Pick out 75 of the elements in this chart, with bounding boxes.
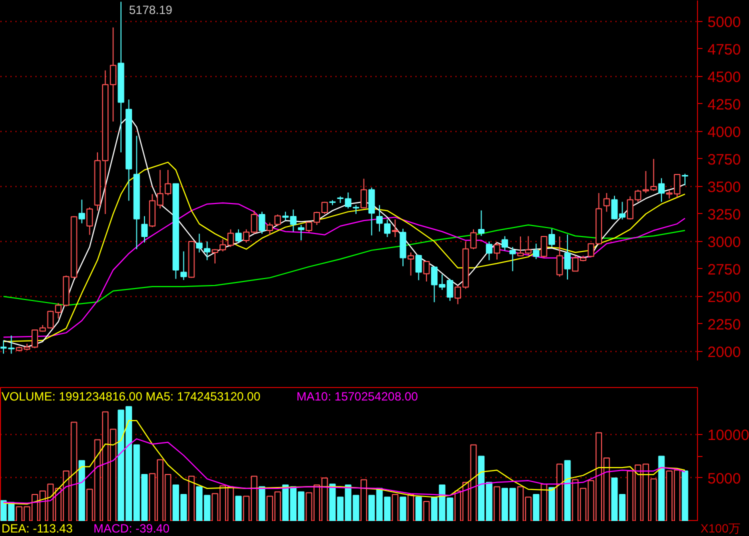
y-tick-label: 4750 <box>708 41 741 58</box>
line-series <box>2 202 686 338</box>
candlestick <box>235 228 242 244</box>
candlestick <box>540 235 548 258</box>
line-series <box>2 224 686 306</box>
line-series <box>2 438 686 504</box>
candlestick <box>298 224 304 241</box>
y-tick-label: 5000 <box>708 470 741 488</box>
y-tick-label: 2000 <box>708 344 741 361</box>
bar <box>258 486 266 521</box>
bar <box>392 494 398 521</box>
y-tick-label: 3250 <box>708 206 741 224</box>
candlestick <box>415 254 422 281</box>
candlestick <box>478 210 485 236</box>
line-series <box>2 420 686 505</box>
text: DEA: -113.43 <box>2 522 73 536</box>
candlestick <box>658 178 665 202</box>
candlestick <box>376 204 383 232</box>
candlestick <box>548 228 556 248</box>
text: MACD: -39.40 <box>94 522 170 536</box>
bar <box>423 500 430 521</box>
bar <box>360 479 368 521</box>
bar <box>556 464 563 521</box>
candlestick <box>141 216 148 244</box>
y-tick-label: 10000 <box>708 426 749 444</box>
annotation: 5178.19 <box>128 2 173 17</box>
candlestick <box>360 178 368 209</box>
line-series <box>2 162 686 342</box>
candlestick <box>509 246 516 272</box>
bar <box>400 496 406 521</box>
candlestick <box>392 218 398 238</box>
candlestick <box>494 242 500 260</box>
y-tick-label: 5000 <box>708 14 741 31</box>
bar <box>408 494 414 521</box>
bar <box>415 496 422 521</box>
bar <box>78 460 86 521</box>
candlestick <box>502 236 508 251</box>
y-tick-label: 4000 <box>708 124 741 141</box>
bar <box>188 476 195 521</box>
y-tick-label: 4500 <box>708 68 741 86</box>
candlestick <box>204 240 210 261</box>
candlestick <box>423 260 430 282</box>
bar <box>540 484 548 521</box>
candlestick <box>384 218 391 238</box>
y-tick-label: 3750 <box>708 151 741 168</box>
candlestick <box>258 211 266 234</box>
candlestick <box>564 234 571 280</box>
candlestick <box>470 228 477 250</box>
annotation: VOLUME: 1991234816.00 MA5: 1742453120.00 <box>2 390 261 404</box>
candlestick <box>682 173 688 186</box>
y-tick-label: 2250 <box>708 316 741 334</box>
bar <box>564 460 571 521</box>
bar <box>658 456 665 521</box>
candlestick <box>180 250 187 280</box>
y-tick-label: 2500 <box>708 288 741 306</box>
y-axis-title: X100万 <box>700 522 741 536</box>
candlestick <box>78 199 86 224</box>
candlestick <box>86 206 93 236</box>
bar <box>494 486 500 521</box>
annotation: MA10: 1570254208.00 <box>296 390 418 404</box>
bar <box>548 487 556 521</box>
bar <box>235 496 242 521</box>
y-tick-label: 3500 <box>708 178 741 196</box>
candlestick <box>486 240 492 261</box>
y-tick-label: 4250 <box>708 96 741 114</box>
candlestick <box>556 236 563 278</box>
bar <box>682 470 688 521</box>
y-tick-label: 3000 <box>708 234 741 251</box>
candlestick <box>408 252 414 276</box>
candlestick <box>368 187 375 236</box>
candlestick <box>603 192 610 212</box>
candlestick <box>196 233 203 253</box>
bar <box>532 494 540 521</box>
y-tick-label: 2750 <box>708 261 741 278</box>
candlestick <box>532 243 540 260</box>
